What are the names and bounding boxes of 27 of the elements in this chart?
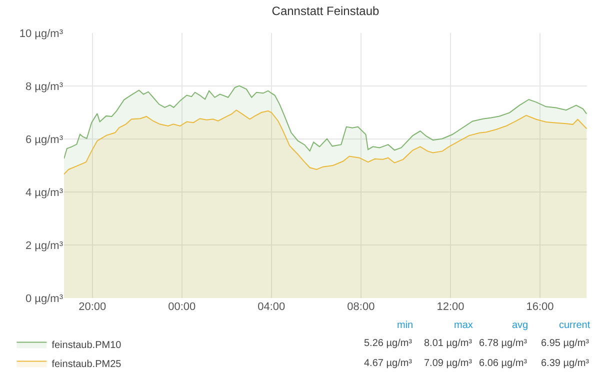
text: 6.39 µg/m³ [541,358,590,369]
text: 8.01 µg/m³ [424,338,473,349]
text: min [397,320,414,331]
x-tick-label: 00:00 [168,301,196,313]
y-tick-label: 8 µg/m³ [25,80,64,93]
text: 4.67 µg/m³ [364,358,413,369]
text: 7.09 µg/m³ [424,358,473,369]
text: current [559,320,590,331]
text: 5.26 µg/m³ [364,338,413,349]
y-tick-label: 0 µg/m³ [25,292,64,305]
text: 6.06 µg/m³ [479,358,528,369]
text: max [454,320,473,331]
text: 6.95 µg/m³ [541,338,590,349]
legend-label: feinstaub.PM10 [52,340,122,352]
y-tick-label: 6 µg/m³ [25,134,64,146]
text: avg [512,320,528,331]
text: 6.78 µg/m³ [479,338,528,349]
x-tick-label: 08:00 [347,301,375,313]
y-tick-label: 2 µg/m³ [25,240,64,252]
x-tick-label: 20:00 [78,301,106,313]
x-tick-label: 12:00 [436,301,464,313]
legend-label: feinstaub.PM25 [52,359,122,370]
chart-title: Cannstatt Feinstaub [272,4,380,18]
x-tick-label: 04:00 [258,301,286,313]
x-tick-label: 16:00 [526,301,554,313]
y-tick-label: 10 µg/m³ [19,28,64,40]
y-tick-label: 4 µg/m³ [25,186,64,199]
